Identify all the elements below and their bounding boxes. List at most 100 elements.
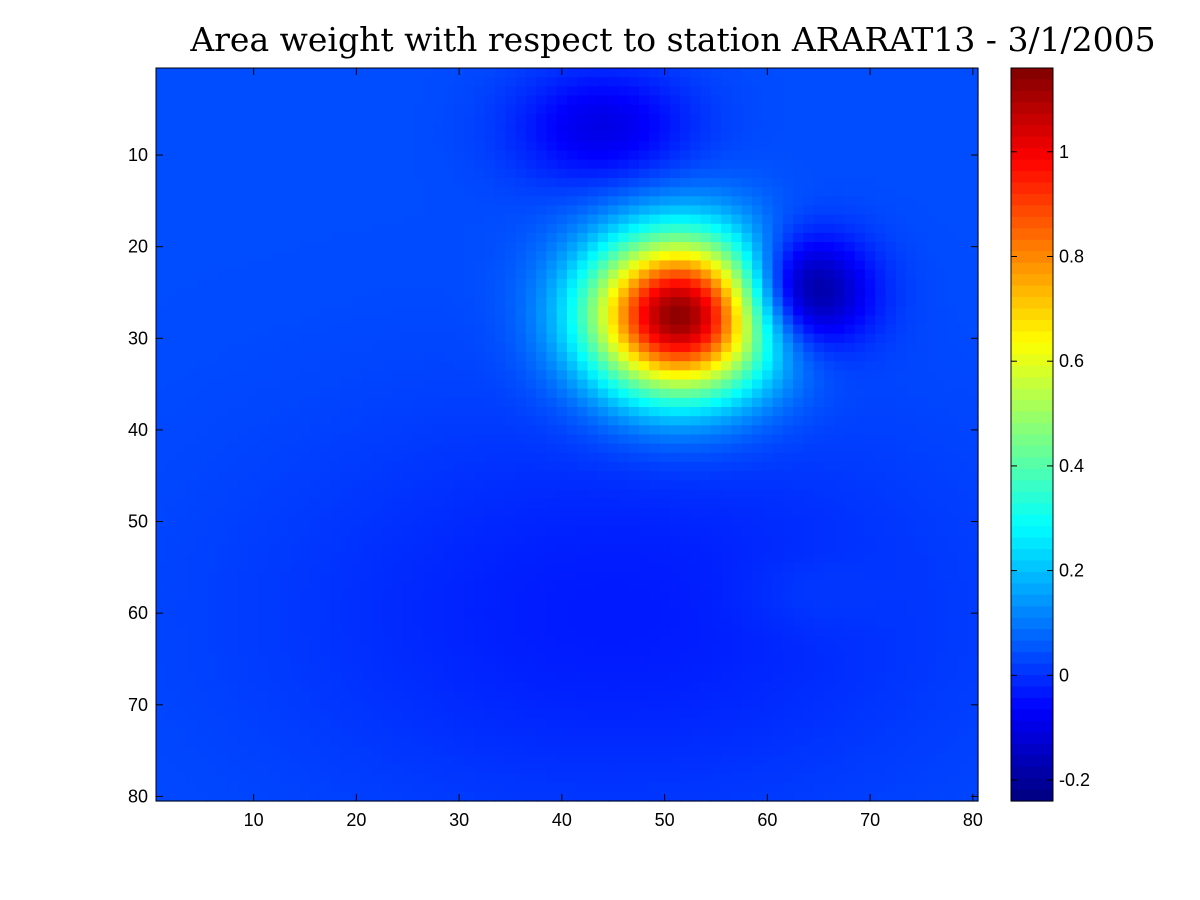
heatmap-cell — [227, 269, 239, 280]
heatmap-cell — [248, 388, 260, 399]
chart-title: Area weight with respect to station ARAR… — [189, 20, 1155, 59]
heatmap-cell — [947, 617, 959, 628]
heatmap-cell — [608, 86, 619, 97]
heatmap-cell — [751, 590, 763, 601]
heatmap-cell — [751, 516, 763, 527]
heatmap-cell — [659, 223, 671, 234]
heatmap-cell — [402, 361, 414, 371]
heatmap-cell — [793, 251, 804, 262]
heatmap-cell — [906, 177, 917, 188]
heatmap-cell — [721, 571, 733, 582]
heatmap-cell — [567, 168, 578, 179]
heatmap-cell — [361, 443, 373, 454]
heatmap-cell — [330, 599, 342, 610]
heatmap-cell — [854, 379, 866, 390]
heatmap-cell — [474, 526, 486, 536]
heatmap-cell — [443, 590, 455, 601]
heatmap-cell — [649, 407, 661, 417]
heatmap-cell — [279, 68, 291, 78]
heatmap-cell — [505, 77, 517, 87]
heatmap-cell — [669, 223, 681, 234]
heatmap-cell — [628, 599, 640, 610]
heatmap-cell — [423, 86, 435, 97]
heatmap-cell — [700, 461, 712, 472]
heatmap-cell — [382, 416, 393, 426]
heatmap-cell — [793, 461, 804, 472]
heatmap-cell — [659, 626, 671, 637]
heatmap-cell — [700, 388, 712, 399]
heatmap-cell — [772, 590, 784, 601]
heatmap-cell — [772, 516, 784, 527]
heatmap-cell — [864, 553, 876, 564]
heatmap-cell — [710, 205, 722, 216]
heatmap-cell — [453, 544, 465, 555]
heatmap-cell — [269, 287, 280, 298]
heatmap-cell — [597, 232, 609, 243]
heatmap-cell — [823, 333, 835, 344]
heatmap-cell — [762, 397, 774, 408]
heatmap-cell — [269, 214, 280, 225]
heatmap-cell — [207, 242, 219, 252]
heatmap-cell — [793, 324, 804, 335]
heatmap-cell — [289, 187, 301, 197]
heatmap-cell — [638, 287, 650, 298]
heatmap-cell — [700, 471, 712, 481]
heatmap-cell — [926, 388, 938, 399]
heatmap-cell — [587, 251, 599, 262]
heatmap-cell — [577, 379, 589, 390]
heatmap-cell — [536, 242, 548, 252]
heatmap-cell — [957, 187, 969, 197]
heatmap-cell — [238, 507, 250, 518]
heatmap-cell — [885, 132, 897, 142]
heatmap-cell — [885, 471, 897, 481]
heatmap-cell — [608, 480, 619, 491]
heatmap-cell — [587, 168, 599, 179]
heatmap-cell — [299, 278, 311, 289]
heatmap-cell — [834, 425, 846, 436]
heatmap-cell — [166, 388, 178, 399]
heatmap-cell — [351, 553, 363, 564]
heatmap-cell — [310, 68, 322, 78]
heatmap-cell — [289, 132, 301, 142]
heatmap-cell — [474, 214, 486, 225]
heatmap-cell — [567, 562, 578, 573]
heatmap-cell — [669, 626, 681, 637]
heatmap-cell — [176, 352, 188, 362]
heatmap-cell — [597, 306, 609, 316]
heatmap-cell — [741, 306, 753, 316]
heatmap-cell — [382, 187, 393, 197]
heatmap-cell — [207, 397, 219, 408]
heatmap-cell — [279, 287, 291, 298]
heatmap-cell — [895, 232, 907, 243]
heatmap-cell — [382, 581, 393, 591]
heatmap-cell — [772, 214, 784, 225]
heatmap-cell — [834, 214, 846, 225]
heatmap-cell — [310, 407, 322, 417]
heatmap-cell — [279, 168, 291, 179]
heatmap-cell — [197, 104, 208, 115]
heatmap-cell — [248, 599, 260, 610]
heatmap-cell — [700, 177, 712, 188]
heatmap-cell — [197, 177, 208, 188]
heatmap-cell — [525, 535, 537, 546]
heatmap-cell — [525, 232, 537, 243]
heatmap-cell — [710, 352, 722, 362]
heatmap-cell — [803, 68, 815, 78]
heatmap-cell — [412, 471, 424, 481]
heatmap-cell — [813, 251, 825, 262]
heatmap-cell — [556, 205, 568, 216]
heatmap-cell — [649, 232, 661, 243]
heatmap-cell — [967, 452, 979, 463]
heatmap-cell — [700, 361, 712, 371]
heatmap-cell — [813, 626, 825, 637]
heatmap-cell — [320, 122, 332, 133]
heatmap-cell — [916, 498, 928, 509]
heatmap-cell — [895, 95, 907, 106]
heatmap-cell — [700, 141, 712, 152]
heatmap-cell — [166, 407, 178, 417]
heatmap-cell — [813, 86, 825, 97]
heatmap-cell — [156, 132, 167, 142]
heatmap-cell — [680, 333, 691, 344]
heatmap-cell — [926, 590, 938, 601]
heatmap-cell — [967, 269, 979, 280]
